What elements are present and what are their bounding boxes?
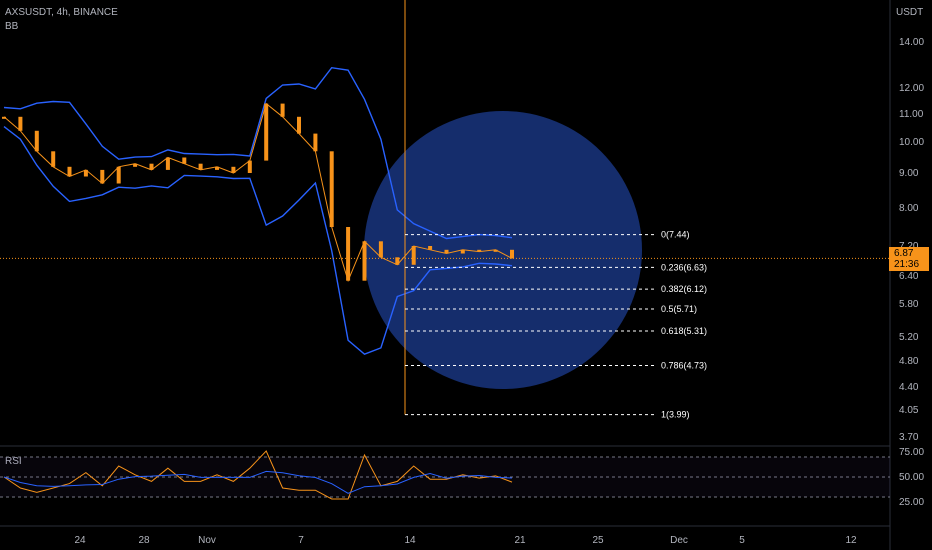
price-candle bbox=[329, 151, 334, 227]
price-tick-label: 11.00 bbox=[899, 109, 924, 120]
price-tick-label: 9.00 bbox=[899, 168, 919, 179]
price-tick-label: 5.80 bbox=[899, 299, 919, 310]
price-candle bbox=[297, 116, 301, 134]
fib-level-label: 0.382(6.12) bbox=[661, 284, 707, 294]
highlight-circle bbox=[364, 111, 642, 389]
price-candle bbox=[165, 157, 170, 170]
time-tick-label: 5 bbox=[739, 535, 745, 546]
time-tick-label: 21 bbox=[514, 535, 526, 546]
price-candle bbox=[182, 157, 187, 164]
price-candle bbox=[215, 166, 219, 170]
price-tick-label: 4.80 bbox=[899, 356, 919, 367]
price-axis-currency: USDT bbox=[896, 7, 924, 18]
rsi-ma-line bbox=[3, 470, 513, 494]
time-tick-label: 28 bbox=[138, 535, 150, 546]
price-candle bbox=[67, 166, 72, 177]
price-candle bbox=[444, 249, 449, 254]
price-candle bbox=[378, 241, 383, 258]
rsi-indicator-label[interactable]: RSI bbox=[5, 456, 22, 467]
price-candle bbox=[280, 103, 285, 117]
bb-lower-band bbox=[3, 126, 513, 356]
price-candle bbox=[2, 116, 6, 119]
price-tick-label: 12.00 bbox=[899, 83, 924, 94]
price-candle bbox=[493, 249, 498, 252]
price-candle bbox=[133, 163, 138, 167]
bar-countdown: 21:36 bbox=[894, 259, 920, 270]
price-candle bbox=[395, 257, 400, 265]
rsi-band bbox=[0, 457, 890, 497]
price-candle bbox=[477, 249, 482, 252]
price-candle bbox=[83, 169, 88, 177]
price-candle bbox=[149, 163, 154, 170]
price-tick-label: 6.40 bbox=[899, 271, 919, 282]
price-candle bbox=[313, 133, 318, 152]
price-candle bbox=[264, 103, 269, 161]
time-tick-label: 14 bbox=[404, 535, 416, 546]
price-candle bbox=[411, 246, 416, 265]
rsi-tick-label: 75.00 bbox=[899, 447, 924, 458]
price-candle bbox=[51, 151, 56, 167]
price-candle bbox=[346, 227, 351, 281]
price-tick-label: 10.00 bbox=[899, 137, 924, 148]
fib-level-label: 0.786(4.73) bbox=[661, 361, 707, 371]
bb-indicator-label[interactable]: BB bbox=[5, 21, 19, 32]
symbol-title: AXSUSDT, 4h, BINANCE bbox=[5, 7, 118, 18]
rsi-tick-label: 25.00 bbox=[899, 497, 924, 508]
price-candle bbox=[116, 166, 121, 184]
price-candle bbox=[428, 246, 433, 250]
price-tick-label: 4.40 bbox=[899, 382, 919, 393]
time-tick-label: Dec bbox=[670, 535, 688, 546]
price-candle bbox=[231, 166, 236, 173]
last-price-tag: 6.87 21:36 bbox=[889, 247, 929, 271]
price-tick-label: 7.20 bbox=[899, 241, 919, 252]
bb-upper-band bbox=[3, 66, 513, 240]
rsi-line bbox=[3, 450, 513, 500]
fib-level-label: 0(7.44) bbox=[661, 230, 690, 240]
price-candle bbox=[100, 169, 105, 184]
price-tick-label: 8.00 bbox=[899, 203, 919, 214]
last-price-value: 6.87 bbox=[894, 248, 914, 259]
fib-level-label: 1(3.99) bbox=[661, 410, 690, 420]
price-candle bbox=[460, 249, 465, 254]
price-candle bbox=[34, 130, 39, 152]
time-tick-label: Nov bbox=[198, 535, 216, 546]
price-candle bbox=[198, 163, 203, 170]
fib-level-label: 0.5(5.71) bbox=[661, 304, 697, 314]
time-tick-label: 12 bbox=[845, 535, 857, 546]
price-tick-label: 14.00 bbox=[899, 37, 924, 48]
price-tick-label: 5.20 bbox=[899, 332, 919, 343]
price-tick-label: 4.05 bbox=[899, 405, 919, 416]
fib-level-label: 0.236(6.63) bbox=[661, 262, 707, 272]
price-candle bbox=[510, 249, 514, 259]
price-tick-label: 3.70 bbox=[899, 432, 919, 443]
time-tick-label: 24 bbox=[74, 535, 86, 546]
price-candle bbox=[18, 116, 23, 131]
time-tick-label: 7 bbox=[298, 535, 304, 546]
price-candle bbox=[247, 160, 252, 173]
time-tick-label: 25 bbox=[592, 535, 604, 546]
fib-level-label: 0.618(5.31) bbox=[661, 326, 707, 336]
price-candle bbox=[362, 241, 367, 281]
rsi-tick-label: 50.00 bbox=[899, 472, 924, 483]
price-line bbox=[3, 102, 513, 283]
